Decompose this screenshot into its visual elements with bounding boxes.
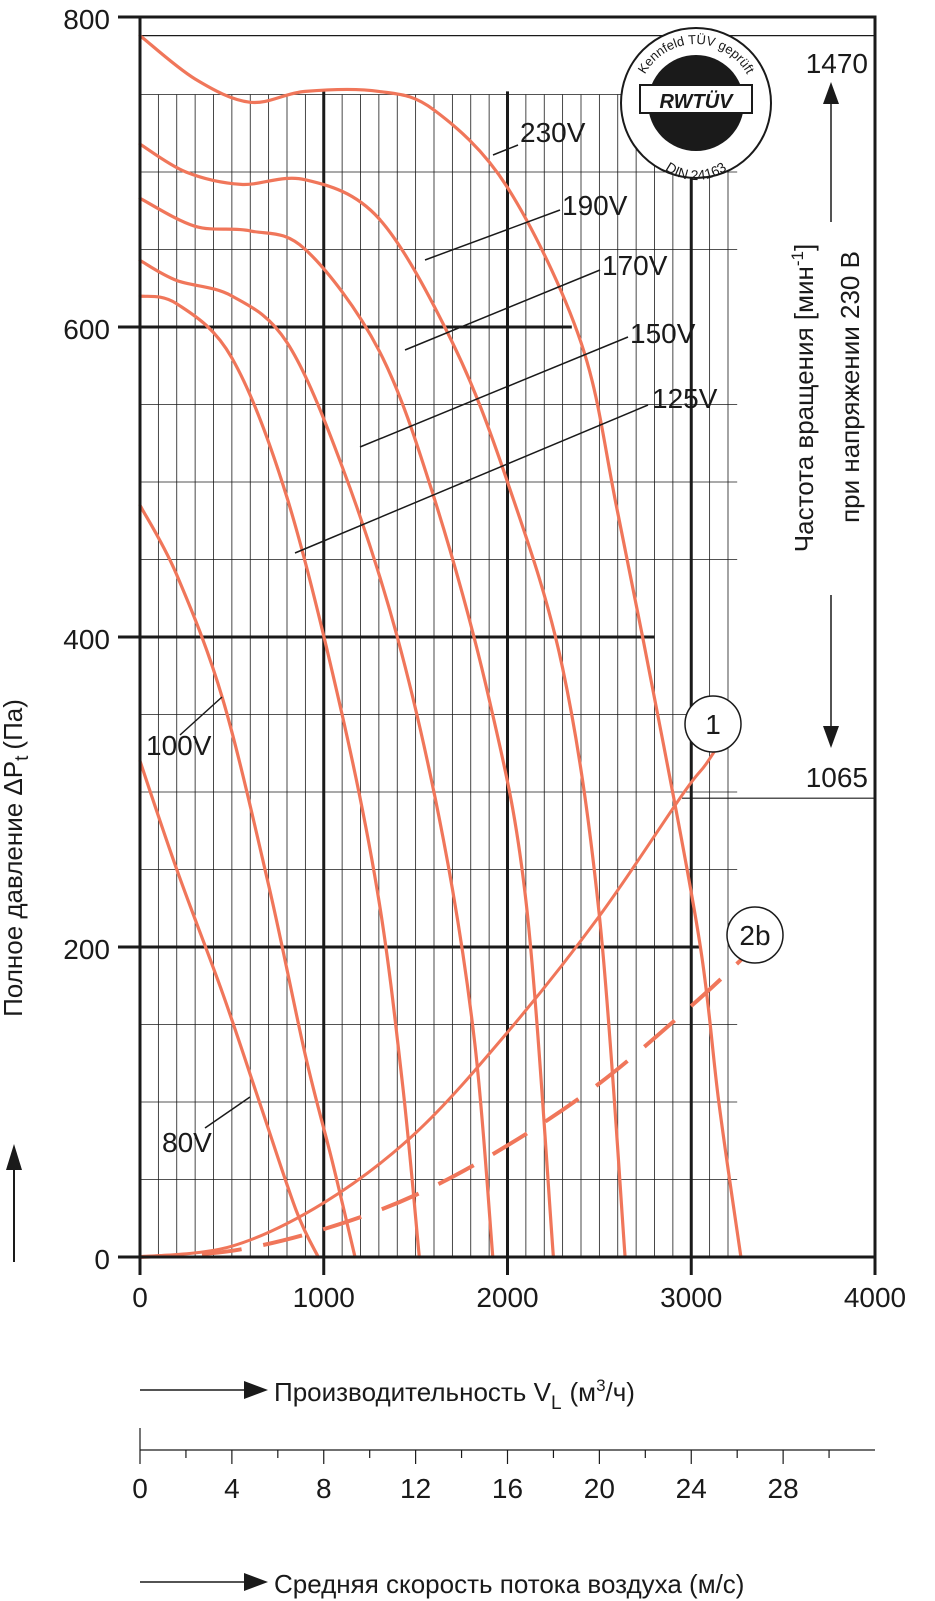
x-tick-label: 2000 <box>476 1282 538 1313</box>
x-tick-label: 0 <box>132 1282 148 1313</box>
tuv-badge: RWTÜV Kennfeld TÜV geprüft DIN 24163 <box>620 27 772 183</box>
y-axis-arrow <box>6 1144 22 1262</box>
label-150v: 150V <box>630 318 696 349</box>
velocity-tick-label: 28 <box>768 1473 799 1504</box>
rpm-low-label: 1065 <box>806 762 868 793</box>
fan-curve-125v <box>138 294 421 1259</box>
x-tick-label: 1000 <box>293 1282 355 1313</box>
grid-layer <box>140 34 875 1257</box>
system-curve-1-marker: 1 <box>684 695 742 753</box>
velocity-arrow <box>140 1573 268 1591</box>
velocity-tick-label: 0 <box>132 1473 148 1504</box>
system-curve-2b-marker: 2b <box>726 906 784 964</box>
rpm-title: Частота вращения [мин-1] <box>788 244 819 552</box>
velocity-label: Средняя скорость потока воздуха (м/с) <box>274 1569 744 1599</box>
label-125v: 125V <box>652 383 718 414</box>
rpm-subtitle: при напряжении 230 В <box>835 251 865 523</box>
fan-curve-80v <box>138 759 320 1259</box>
x-tick-label: 3000 <box>660 1282 722 1313</box>
label-100v: 100V <box>146 730 212 761</box>
x-axis-arrow <box>140 1381 268 1399</box>
y-tick-label: 0 <box>94 1244 110 1275</box>
label-80v: 80V <box>162 1127 212 1158</box>
y-tick-label: 600 <box>63 314 110 345</box>
rpm-range-arrow <box>823 82 839 748</box>
badge-center-text: RWTÜV <box>660 90 735 113</box>
label-170v: 170V <box>602 250 668 281</box>
x-tick-label: 4000 <box>844 1282 906 1313</box>
system-curve-1-label: 1 <box>705 709 721 740</box>
axis-ticks: 0 200 400 600 800 0 1000 2000 3000 4000 <box>63 4 906 1313</box>
velocity-tick-label: 24 <box>676 1473 707 1504</box>
fan-curve-170v <box>138 196 555 1259</box>
fan-curve-230v <box>138 34 743 1259</box>
fan-curve-150v <box>138 258 495 1259</box>
velocity-tick-label: 16 <box>492 1473 523 1504</box>
system-curve-1 <box>139 729 730 1259</box>
y-tick-label: 400 <box>63 624 110 655</box>
velocity-tick-label: 12 <box>400 1473 431 1504</box>
y-tick-label: 200 <box>63 934 110 965</box>
velocity-tick-label: 20 <box>584 1473 615 1504</box>
velocity-tick-label: 4 <box>224 1473 240 1504</box>
x-axis-label: Производительность VL (м3/ч) <box>274 1376 635 1414</box>
system-curve-2b-label: 2b <box>739 920 770 951</box>
label-230v: 230V <box>520 117 586 148</box>
label-190v: 190V <box>562 190 628 221</box>
curve-labels: 230V 190V 170V 150V 125V 100V 80V <box>146 117 718 1158</box>
velocity-scale: 0 4 8 12 16 20 24 28 <box>132 1428 875 1504</box>
velocity-tick-label: 8 <box>316 1473 332 1504</box>
curve-layer <box>138 34 748 1259</box>
y-axis-label: Полное давление ΔPt(Па) <box>0 699 33 1017</box>
system-curve-2b <box>139 953 748 1259</box>
fan-curve-190v <box>138 142 627 1259</box>
rpm-high-label: 1470 <box>806 48 868 79</box>
y-tick-label: 800 <box>63 4 110 35</box>
fan-curve-100v <box>138 503 357 1259</box>
